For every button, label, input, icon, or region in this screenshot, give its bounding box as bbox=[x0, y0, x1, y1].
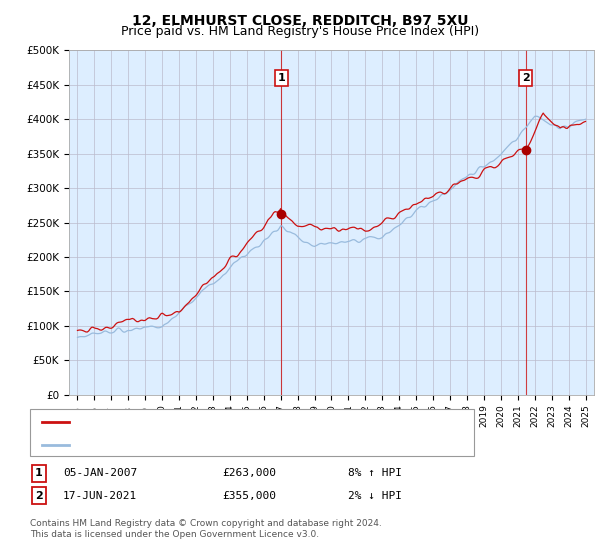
Text: 12, ELMHURST CLOSE, REDDITCH, B97 5XU: 12, ELMHURST CLOSE, REDDITCH, B97 5XU bbox=[132, 14, 468, 28]
Text: 1: 1 bbox=[35, 468, 43, 478]
Text: £355,000: £355,000 bbox=[222, 491, 276, 501]
Text: HPI: Average price, detached house, Redditch: HPI: Average price, detached house, Redd… bbox=[75, 440, 303, 450]
Text: 8% ↑ HPI: 8% ↑ HPI bbox=[348, 468, 402, 478]
Text: 2: 2 bbox=[522, 73, 529, 83]
Text: 12, ELMHURST CLOSE, REDDITCH, B97 5XU (detached house): 12, ELMHURST CLOSE, REDDITCH, B97 5XU (d… bbox=[75, 417, 382, 427]
Text: 17-JUN-2021: 17-JUN-2021 bbox=[63, 491, 137, 501]
Text: £263,000: £263,000 bbox=[222, 468, 276, 478]
Text: 1: 1 bbox=[277, 73, 285, 83]
Text: 2% ↓ HPI: 2% ↓ HPI bbox=[348, 491, 402, 501]
Text: Contains HM Land Registry data © Crown copyright and database right 2024.
This d: Contains HM Land Registry data © Crown c… bbox=[30, 520, 382, 539]
Text: Price paid vs. HM Land Registry's House Price Index (HPI): Price paid vs. HM Land Registry's House … bbox=[121, 25, 479, 38]
Text: 2: 2 bbox=[35, 491, 43, 501]
Text: 05-JAN-2007: 05-JAN-2007 bbox=[63, 468, 137, 478]
